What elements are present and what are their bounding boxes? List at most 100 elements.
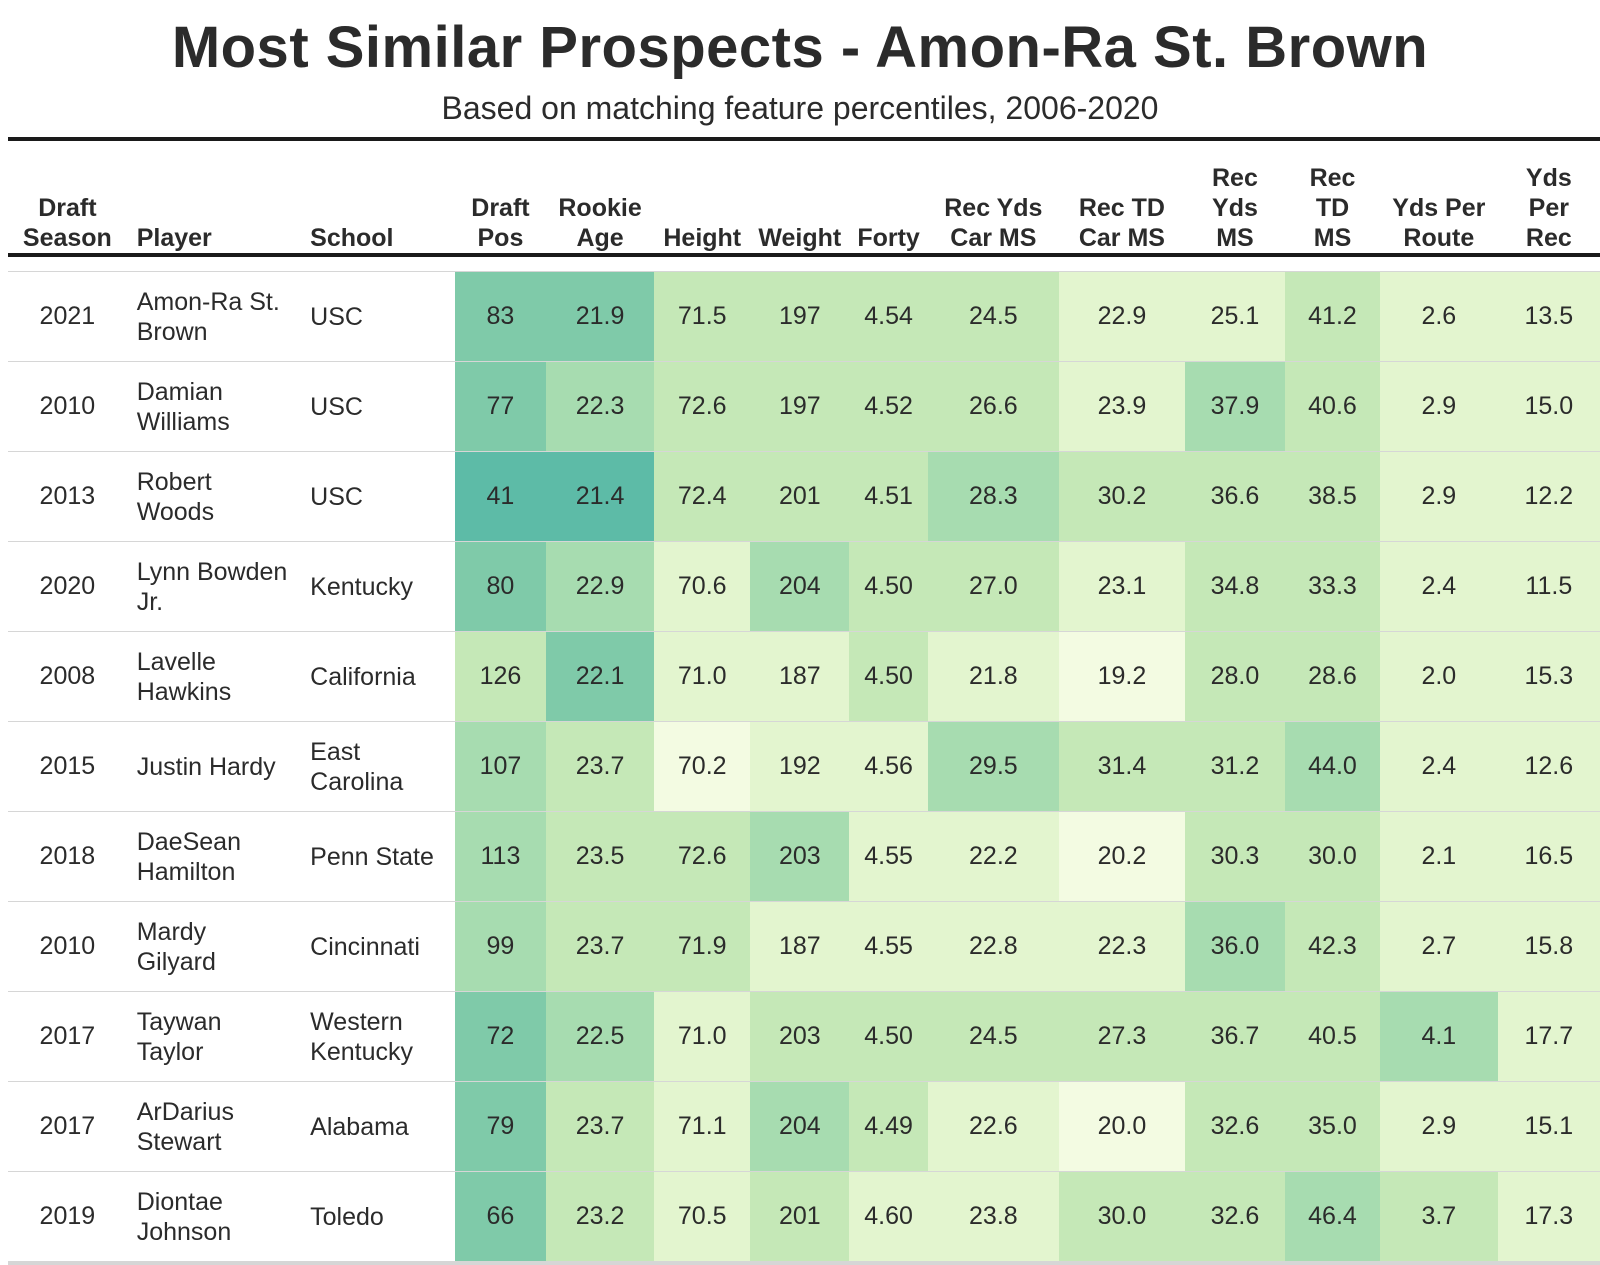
column-header-height: Height: [654, 141, 750, 267]
cell-draft-pos: 80: [455, 541, 546, 632]
text-line: Brown: [136, 317, 208, 346]
cell-rookie-age: 22.5: [545, 991, 655, 1082]
text-line: Weight: [758, 224, 842, 252]
column-header-season: Draft Season: [8, 141, 127, 267]
cell-yds-per-rec: 17.3: [1497, 1171, 1600, 1265]
cell-rec-td-ms: 40.6: [1285, 361, 1380, 452]
chart-title: Most Similar Prospects - Amon-Ra St. Bro…: [171, 15, 1429, 80]
text-line: Lynn Bowden: [136, 557, 288, 586]
cell-player: ArDarius Stewart: [126, 1081, 301, 1172]
text-line: Diontae: [136, 1187, 223, 1216]
cell-weight: 187: [750, 901, 850, 992]
text-line: Season: [22, 224, 112, 252]
text-line: MS: [1313, 224, 1352, 252]
cell-yds-per-rec: 11.5: [1497, 541, 1600, 632]
text-line: Toledo: [310, 1202, 384, 1231]
cell-yds-per-route: 2.4: [1379, 541, 1498, 632]
cell-rec-td-ms: 30.0: [1285, 811, 1380, 902]
cell-school: USC: [300, 361, 456, 452]
column-header-rec-td-car-ms: Rec TD Car MS: [1059, 141, 1185, 267]
cell-rec-yds-car-ms: 24.5: [927, 271, 1059, 362]
text-line: Taywan: [136, 1007, 222, 1036]
text-line: Draft: [471, 194, 530, 222]
cell-forty: 4.50: [849, 991, 928, 1082]
cell-rec-yds-ms: 28.0: [1184, 631, 1286, 722]
cell-forty: 4.49: [849, 1081, 928, 1172]
cell-rookie-age: 23.5: [545, 811, 655, 902]
column-header-school: School: [300, 141, 455, 267]
text-line: Height: [663, 224, 742, 252]
cell-height: 72.4: [654, 451, 751, 542]
top-rule: [8, 137, 1600, 141]
cell-rec-td-car-ms: 27.3: [1058, 991, 1185, 1082]
table-row: 2010 Damian Williams USC 77 22.3 72.6 197 4.52 26…: [8, 361, 1600, 452]
table-row: 2010 Mardy Gilyard Cincinnati 99 23.7 71.9 187 4…: [8, 901, 1600, 992]
cell-rec-yds-ms: 25.1: [1184, 271, 1286, 362]
cell-rec-td-car-ms: 31.4: [1058, 721, 1185, 812]
cell-height: 71.0: [654, 991, 751, 1082]
cell-rec-yds-ms: 37.9: [1184, 361, 1286, 452]
text-line: Age: [576, 224, 624, 252]
cell-rec-td-car-ms: 23.9: [1058, 361, 1185, 452]
cell-yds-per-route: 2.4: [1379, 721, 1498, 812]
cell-season: 2015: [8, 721, 127, 812]
cell-draft-pos: 79: [455, 1081, 546, 1172]
cell-rec-td-car-ms: 22.3: [1058, 901, 1185, 992]
column-header-rookie-age: Rookie Age: [546, 141, 654, 267]
text-line: Player: [136, 224, 212, 252]
cell-rookie-age: 22.1: [545, 631, 655, 722]
prospects-table: Draft Season Player School Draft Pos Rookie Age…: [8, 141, 1600, 1265]
table-body: 2021 Amon-Ra St. Brown USC 83 21.9 71.5 197 4.54…: [8, 267, 1600, 1265]
cell-yds-per-rec: 15.1: [1497, 1081, 1600, 1172]
text-line: Williams: [136, 407, 230, 436]
text-line: Rec Yds: [944, 194, 1043, 222]
text-line: Western: [310, 1007, 403, 1036]
table-row: 2008 Lavelle Hawkins California 126 22.1 71.0 1…: [8, 631, 1600, 722]
text-line: Hawkins: [136, 677, 232, 706]
cell-forty: 4.55: [849, 901, 928, 992]
cell-yds-per-route: 2.9: [1379, 361, 1498, 452]
text-line: Mardy: [136, 917, 207, 946]
cell-rec-yds-car-ms: 22.2: [927, 811, 1059, 902]
cell-player: Amon-Ra St. Brown: [126, 271, 301, 362]
cell-rec-yds-car-ms: 29.5: [927, 721, 1059, 812]
text-line: DaeSean: [136, 827, 241, 856]
cell-rec-yds-car-ms: 23.8: [927, 1171, 1059, 1265]
cell-height: 71.0: [654, 631, 751, 722]
cell-forty: 4.54: [849, 271, 928, 362]
cell-weight: 197: [750, 361, 850, 452]
cell-school: California: [300, 631, 456, 722]
cell-height: 70.6: [654, 541, 751, 632]
cell-season: 2018: [8, 811, 127, 902]
cell-school: Alabama: [300, 1081, 456, 1172]
text-line: Hamilton: [136, 857, 236, 886]
text-line: USC: [310, 302, 363, 331]
cell-rec-td-ms: 46.4: [1285, 1171, 1380, 1265]
column-header-weight: Weight: [750, 141, 849, 267]
cell-rec-td-ms: 35.0: [1285, 1081, 1380, 1172]
cell-rec-td-ms: 28.6: [1285, 631, 1380, 722]
column-header-rec-yds-car-ms: Rec Yds Car MS: [928, 141, 1059, 267]
cell-rec-td-ms: 41.2: [1285, 271, 1380, 362]
text-line: Jr.: [136, 587, 164, 616]
cell-rec-yds-ms: 32.6: [1184, 1081, 1286, 1172]
cell-rec-yds-car-ms: 28.3: [927, 451, 1059, 542]
cell-rec-yds-ms: 36.0: [1184, 901, 1286, 992]
cell-rookie-age: 22.9: [545, 541, 655, 632]
cell-draft-pos: 41: [455, 451, 546, 542]
cell-rookie-age: 21.9: [545, 271, 655, 362]
cell-draft-pos: 126: [455, 631, 546, 722]
cell-rec-yds-ms: 31.2: [1184, 721, 1286, 812]
header-row: Draft Season Player School Draft Pos Rookie Age…: [8, 141, 1600, 267]
text-line: Taylor: [136, 1037, 204, 1066]
cell-height: 71.1: [654, 1081, 751, 1172]
cell-player: Lynn Bowden Jr.: [126, 541, 301, 632]
text-line: Per: [1528, 194, 1569, 222]
cell-rec-td-ms: 38.5: [1285, 451, 1380, 542]
cell-draft-pos: 66: [455, 1171, 546, 1265]
cell-weight: 201: [750, 451, 850, 542]
cell-season: 2013: [8, 451, 127, 542]
cell-rec-yds-ms: 36.7: [1184, 991, 1286, 1082]
text-line: Woods: [136, 497, 215, 526]
